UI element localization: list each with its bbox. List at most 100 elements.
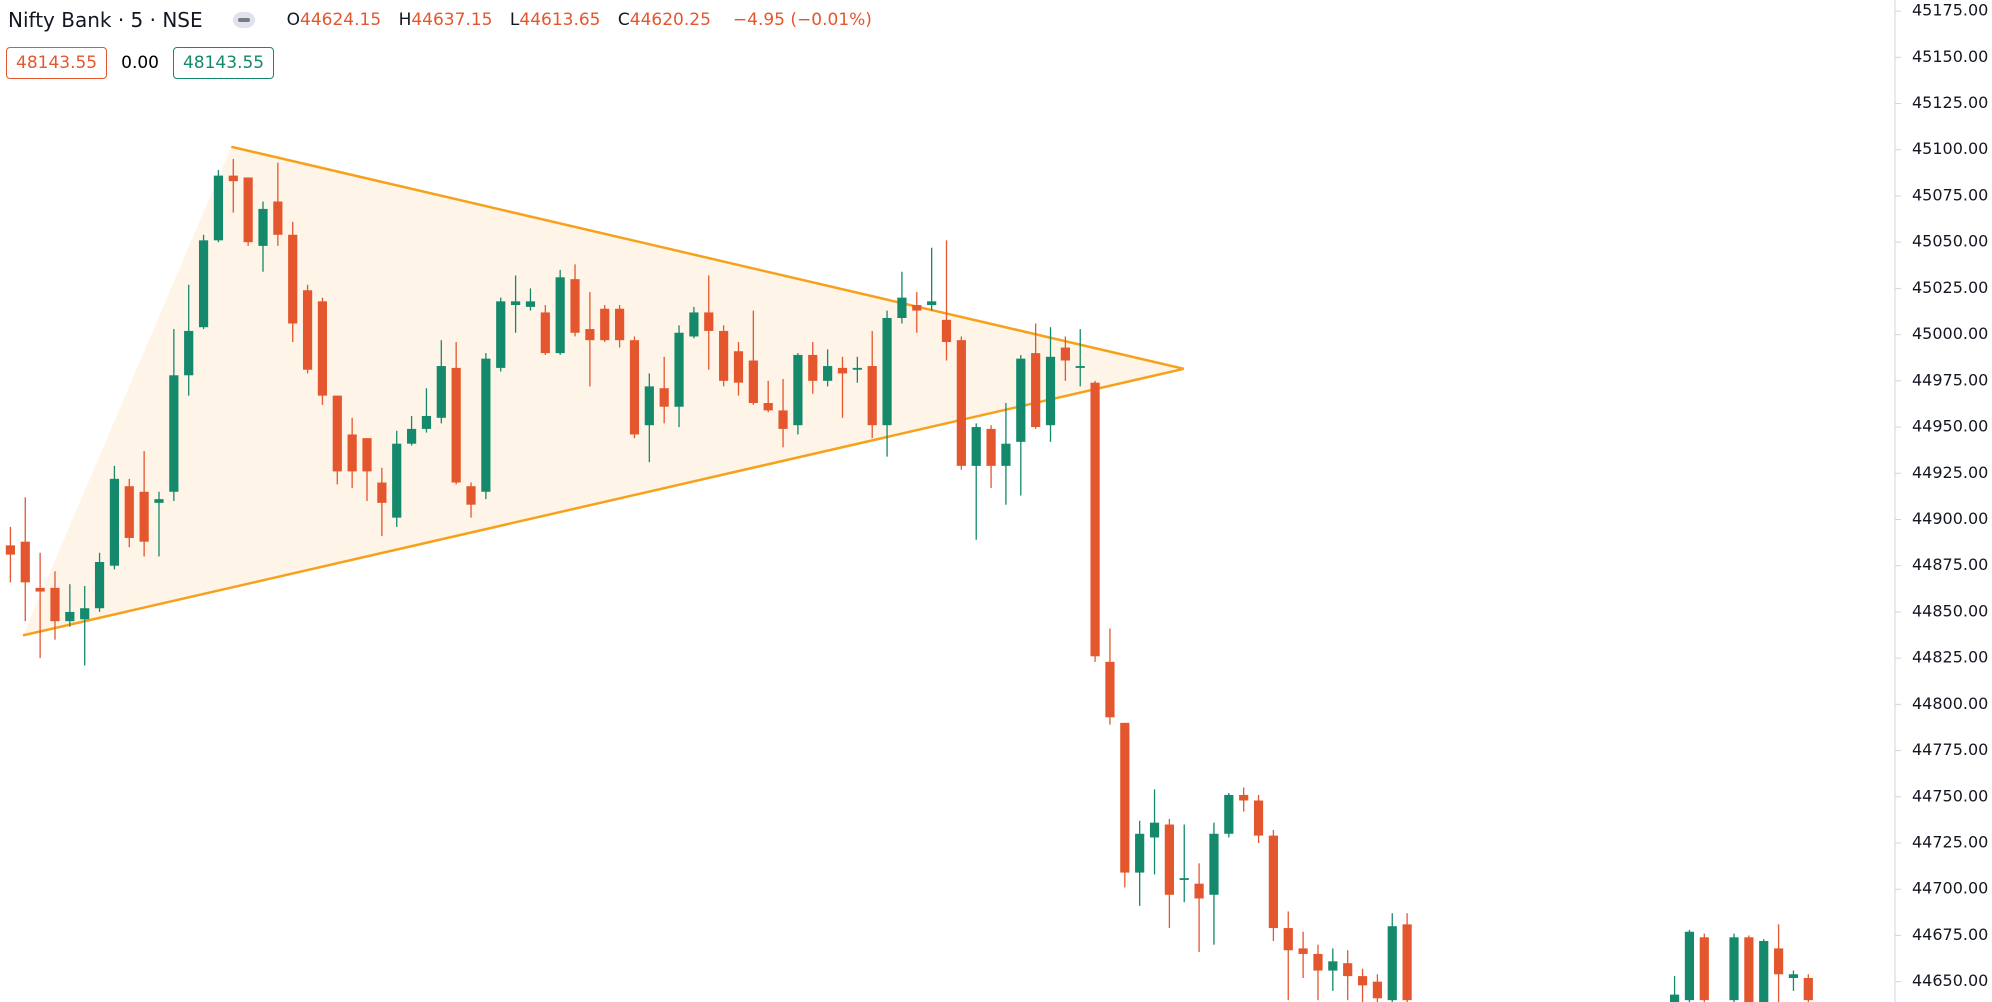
buy-box[interactable]: 48143.55 (172, 47, 275, 79)
candle-body (540, 312, 550, 354)
y-tick-label: 44925.00 (1912, 463, 1988, 482)
candle-body (332, 395, 342, 472)
y-tick-label: 44875.00 (1912, 555, 1988, 574)
candle-body (1684, 931, 1695, 1001)
y-tick-label: 44850.00 (1912, 601, 1988, 620)
ohlc-value: 44624.15 (300, 10, 382, 30)
ohlc-label: O (286, 10, 301, 30)
y-tick-label: 44700.00 (1912, 879, 1988, 898)
candle-body (258, 208, 268, 246)
candle-body (169, 375, 179, 492)
y-tick-label: 44725.00 (1912, 833, 1988, 852)
candle-body (228, 175, 238, 182)
candle-body (704, 312, 714, 331)
candle-body (1164, 824, 1174, 895)
symbol-title: Nifty Bank · 5 · NSE (8, 8, 203, 32)
candle-body (1016, 358, 1026, 442)
candle-body (1669, 994, 1680, 1002)
candle-body (971, 427, 981, 466)
triangle-fill (23, 146, 1184, 636)
candle-body (1060, 347, 1070, 361)
candle-body (288, 234, 298, 324)
candle-body (1803, 977, 1813, 1001)
candle-body (1253, 800, 1264, 836)
sell-box[interactable]: 48143.55 (6, 47, 108, 79)
candle-body (1120, 722, 1130, 873)
candle-body (808, 354, 818, 381)
candle-body (867, 366, 877, 426)
candle-body (466, 486, 476, 505)
candle-body (302, 290, 313, 370)
candle-body (733, 351, 744, 383)
candle-body (1372, 981, 1383, 999)
candle-body (436, 366, 446, 418)
candle-body (1031, 353, 1041, 428)
y-tick-label: 45025.00 (1912, 278, 1988, 297)
trend-line (22, 367, 1185, 637)
candle-body (1090, 382, 1100, 657)
collapse-button[interactable] (232, 12, 255, 28)
candle-body (615, 308, 625, 341)
candle-body (778, 410, 788, 429)
candle-body (1045, 356, 1056, 426)
candle-body (1135, 833, 1145, 873)
candle-body (956, 340, 966, 466)
candle-body (525, 301, 536, 307)
y-tick-label: 44675.00 (1912, 925, 1988, 944)
candle-body (1387, 926, 1397, 1001)
candle-body (124, 486, 134, 538)
candle-body (184, 330, 194, 376)
candle-body (109, 478, 120, 566)
candle-body (1744, 937, 1754, 1002)
candle-body (659, 388, 669, 407)
y-tick-label: 45125.00 (1912, 93, 1988, 112)
candle-body (1149, 822, 1160, 838)
candle-body (941, 319, 952, 343)
ohlc-label: H (398, 10, 412, 30)
candle-body (1788, 974, 1799, 978)
candle-body (377, 482, 387, 503)
candle-body (719, 330, 729, 381)
candle-body (50, 587, 60, 622)
y-tick-label: 44775.00 (1912, 740, 1988, 759)
candle-body (406, 428, 417, 444)
spread: 0.00 (121, 53, 159, 73)
candle-body (585, 329, 595, 341)
candle-body (823, 366, 833, 381)
candle-body (94, 562, 105, 609)
candle-body (1179, 878, 1189, 880)
candle-body (927, 301, 937, 306)
ohlc-label: L (509, 10, 520, 30)
candle-body (1328, 961, 1338, 971)
candle-body (600, 308, 610, 341)
candle-body (65, 611, 75, 622)
candle-body (347, 434, 357, 472)
candle-body (154, 499, 164, 503)
ohlc-value: 44613.65 (519, 10, 601, 30)
candle-body (1343, 963, 1353, 977)
candle-body (1759, 940, 1769, 1002)
candle-body (1268, 835, 1278, 929)
y-tick-label: 44950.00 (1912, 417, 1988, 436)
candle-body (80, 608, 90, 620)
candle-body (1357, 976, 1368, 986)
candle-body (1194, 883, 1204, 899)
ohlc-values: O44624.15 H44637.15 L44613.65 C44620.25 (287, 10, 723, 30)
candle-body (1313, 953, 1323, 971)
candle-body (1699, 937, 1709, 1001)
candle-body (793, 354, 803, 426)
candle-body (1001, 443, 1011, 466)
candle-body (510, 301, 521, 306)
y-tick-label: 45150.00 (1912, 47, 1988, 66)
candle-body (273, 201, 283, 235)
y-tick-label: 44900.00 (1912, 509, 1988, 528)
y-tick-label: 44975.00 (1912, 370, 1988, 389)
y-tick-label: 45000.00 (1912, 324, 1988, 343)
candle-body (912, 305, 922, 311)
candle-body (213, 175, 224, 241)
candle-body (392, 443, 402, 518)
candle-body (1729, 937, 1739, 1001)
legend-header: Nifty Bank · 5 · NSE O44624.15 H44637.15… (8, 8, 872, 32)
y-tick-label: 44800.00 (1912, 694, 1988, 713)
